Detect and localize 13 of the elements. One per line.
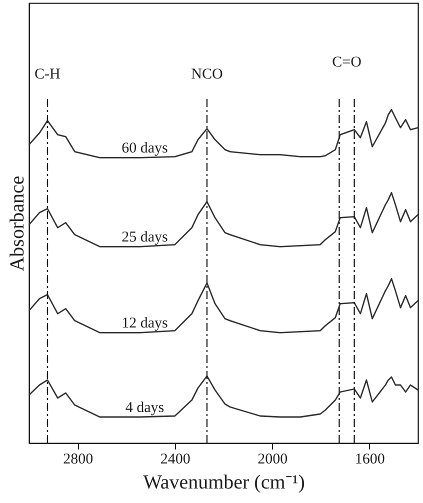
x-tick-label: 2000 [258, 452, 288, 468]
x-tick-label: 1600 [354, 452, 385, 468]
series-label: 4 days [125, 400, 164, 416]
series-label: 12 days [122, 316, 168, 332]
x-tick-label: 2400 [160, 452, 190, 468]
x-axis-title: Wavenumber (cm⁻¹) [143, 472, 305, 494]
y-axis-title: Absorbance [6, 176, 28, 272]
x-tick-label: 2800 [63, 452, 94, 468]
ref-line-label: NCO [191, 66, 223, 82]
series-label: 25 days [122, 230, 168, 246]
series-label: 60 days [122, 140, 168, 157]
text: C=O [332, 54, 362, 71]
ref-line-label: C-H [34, 66, 61, 82]
